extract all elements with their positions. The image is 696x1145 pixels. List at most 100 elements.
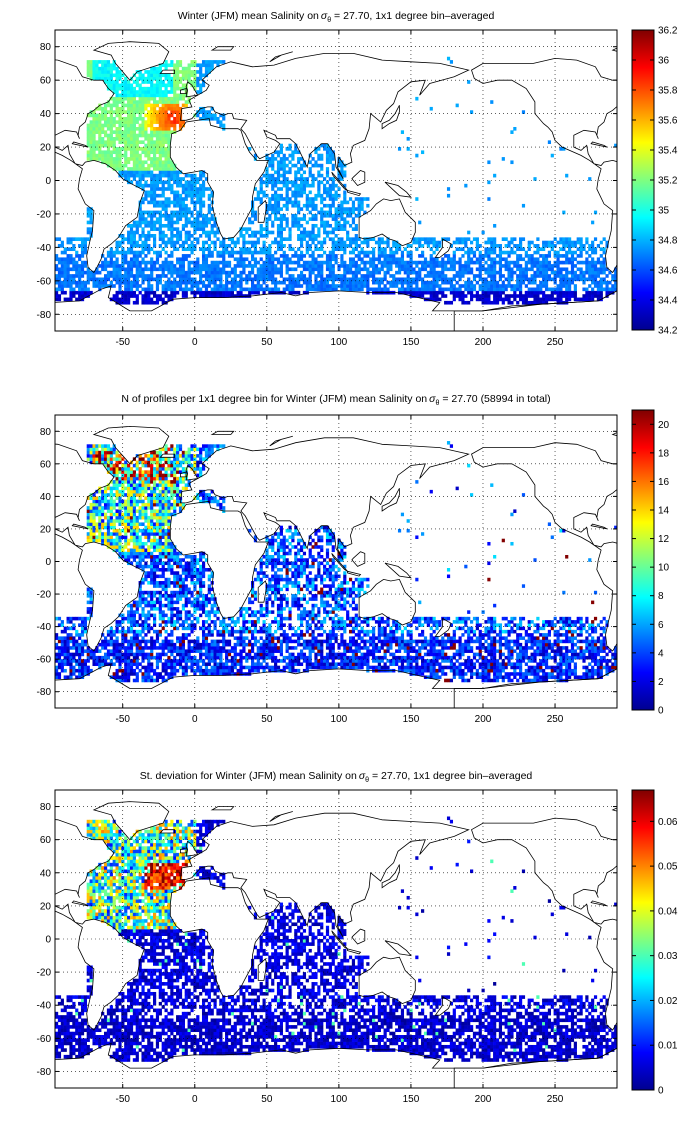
heatmap-cell [378, 251, 381, 255]
heatmap-cell [170, 251, 173, 255]
heatmap-cell [118, 509, 121, 513]
heatmap-cell [196, 267, 199, 271]
heatmap-cell [349, 267, 352, 271]
heatmap-cell [153, 191, 156, 195]
heatmap-cell [170, 170, 173, 174]
heatmap-cell [441, 291, 444, 295]
heatmap-cell [384, 284, 387, 288]
heatmap-cell [306, 281, 309, 285]
heatmap-cell [188, 234, 191, 238]
heatmap-cell [188, 288, 191, 292]
heatmap-cell [332, 241, 335, 245]
heatmap-cell [467, 284, 470, 288]
heatmap-cell [384, 274, 387, 278]
heatmap-cell [118, 160, 121, 164]
heatmap-cell [493, 264, 496, 268]
heatmap-cell [435, 247, 438, 251]
heatmap-cell [268, 271, 271, 275]
heatmap-cell [571, 254, 574, 258]
heatmap-cell [369, 261, 372, 265]
heatmap-cell [95, 503, 98, 507]
heatmap-cell [159, 167, 162, 171]
heatmap-cell [326, 264, 329, 268]
heatmap-cell [193, 224, 196, 228]
heatmap-cell [225, 247, 228, 251]
heatmap-cell [531, 281, 534, 285]
heatmap-cell [136, 181, 139, 185]
heatmap-cell [447, 237, 450, 241]
heatmap-cell [196, 114, 199, 118]
heatmap-cell [297, 204, 300, 208]
heatmap-cell [548, 288, 551, 292]
heatmap-cell [447, 187, 450, 191]
heatmap-cell [317, 181, 320, 185]
heatmap-cell [355, 271, 358, 275]
heatmap-cell [323, 191, 326, 195]
heatmap-cell [98, 503, 101, 507]
heatmap-cell [92, 519, 95, 523]
heatmap-cell [499, 267, 502, 271]
heatmap-cell [101, 640, 104, 644]
heatmap-cell [104, 63, 107, 67]
heatmap-cell [95, 539, 98, 543]
y-tick-label: -20 [37, 209, 52, 220]
heatmap-cell [493, 237, 496, 241]
heatmap-cell [263, 194, 266, 198]
heatmap-cell [556, 284, 559, 288]
heatmap-cell [286, 181, 289, 185]
heatmap-cell [150, 170, 153, 174]
heatmap-cell [72, 617, 75, 621]
heatmap-cell [326, 288, 329, 292]
heatmap-cell [173, 267, 176, 271]
heatmap-cell [90, 516, 93, 520]
heatmap-cell [340, 274, 343, 278]
heatmap-cell [545, 298, 548, 302]
heatmap-cell [274, 251, 277, 255]
heatmap-cell [116, 154, 119, 158]
heatmap-cell [571, 294, 574, 298]
heatmap-cell [133, 127, 136, 131]
heatmap-cell [447, 288, 450, 292]
heatmap-cell [170, 124, 173, 128]
heatmap-cell [173, 80, 176, 84]
heatmap-cell [61, 649, 64, 653]
heatmap-cell [248, 274, 251, 278]
heatmap-cell [476, 241, 479, 245]
heatmap-cell [435, 274, 438, 278]
heatmap-cell [139, 170, 142, 174]
heatmap-cell [493, 267, 496, 271]
heatmap-cell [580, 274, 583, 278]
heatmap-cell [582, 294, 585, 298]
heatmap-cell [559, 284, 562, 288]
heatmap-cell [222, 267, 225, 271]
heatmap-cell [211, 254, 214, 258]
heatmap-cell [386, 281, 389, 285]
heatmap-cell [458, 267, 461, 271]
heatmap-cell [127, 124, 130, 128]
heatmap-cell [317, 157, 320, 161]
heatmap-cell [211, 231, 214, 235]
heatmap-cell [98, 496, 101, 500]
heatmap-cell [153, 234, 156, 238]
heatmap-cell [167, 104, 170, 108]
heatmap-cell [116, 127, 119, 131]
heatmap-cell [208, 284, 211, 288]
heatmap-cell [268, 181, 271, 185]
heatmap-cell [98, 157, 101, 161]
heatmap-cell [343, 227, 346, 231]
heatmap-cell [139, 167, 142, 171]
heatmap-cell [294, 217, 297, 221]
heatmap-cell [260, 224, 263, 228]
heatmap-cell [291, 217, 294, 221]
heatmap-cell [165, 241, 168, 245]
heatmap-cell [286, 157, 289, 161]
heatmap-cell [421, 284, 424, 288]
colorbar-tick-label: 35.8 [658, 86, 678, 97]
heatmap-cell [528, 291, 531, 295]
heatmap-cell [176, 201, 179, 205]
x-tick-label: 150 [403, 337, 420, 348]
heatmap-cell [118, 516, 121, 520]
heatmap-cell [113, 643, 116, 647]
heatmap-cell [242, 267, 245, 271]
heatmap-cell [531, 261, 534, 265]
